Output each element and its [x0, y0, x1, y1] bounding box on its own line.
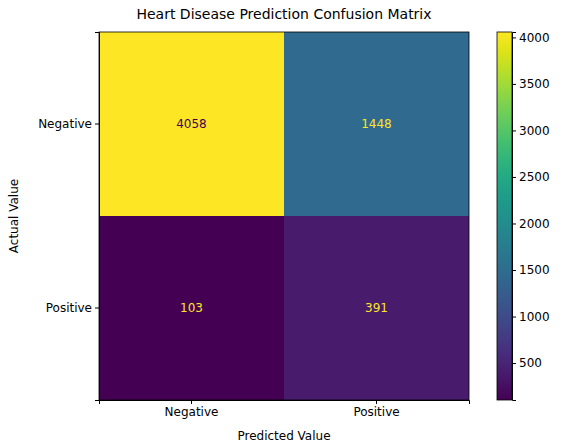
colorbar-tick: 3000	[512, 124, 550, 138]
axis-line	[95, 33, 100, 401]
axis-line	[513, 33, 517, 401]
chart: 4058 1448 103 391 Negative Positive Negative Po…	[0, 0, 562, 446]
tick-mark	[512, 317, 516, 318]
colorbar-tick: 2000	[512, 217, 550, 231]
colorbar-tick: 4000	[512, 31, 550, 45]
colorbar-tick: 500	[512, 356, 542, 370]
plot-frame	[99, 32, 469, 400]
tick-mark	[95, 308, 99, 309]
tick-label: Negative	[165, 405, 219, 419]
y-tick: Negative	[38, 117, 99, 131]
axis-line	[100, 401, 470, 405]
cells	[99, 32, 469, 400]
colorbar-tick: 2500	[512, 170, 550, 184]
tick-label: 4000	[519, 31, 550, 45]
tick-mark	[376, 400, 377, 404]
tick-label: 2500	[519, 170, 550, 184]
title: Heart Disease Prediction Confusion Matri…	[136, 6, 431, 22]
tick-label: 1000	[519, 310, 550, 324]
tick-mark	[512, 37, 516, 38]
tick-label: 3000	[519, 124, 550, 138]
cell-label: 391	[365, 301, 388, 315]
colorbar-axis: 500 1000 1500 2000 2500 3000 3500 4000	[512, 31, 550, 401]
x-axis: Negative Positive	[100, 400, 470, 419]
tick-mark	[191, 400, 192, 404]
cell	[284, 32, 469, 216]
tick-mark	[95, 124, 99, 125]
cell	[99, 216, 284, 400]
x-axis-title: Predicted Value	[237, 429, 330, 443]
tick-mark	[512, 270, 516, 271]
x-tick: Negative	[165, 400, 219, 419]
y-tick: Positive	[46, 301, 99, 315]
y-axis: Negative Positive	[38, 33, 99, 401]
tick-label: Negative	[38, 117, 92, 131]
tick-label: Positive	[46, 301, 92, 315]
x-tick: Positive	[353, 400, 399, 419]
tick-label: 3500	[519, 77, 550, 91]
y-axis-title: Actual Value	[7, 179, 21, 253]
tick-mark	[512, 363, 516, 364]
tick-label: Positive	[353, 405, 399, 419]
colorbar-tick: 1000	[512, 310, 550, 324]
tick-label: 500	[519, 356, 542, 370]
cell-label: 4058	[176, 117, 207, 131]
colorbar	[497, 32, 512, 400]
cell	[99, 32, 284, 216]
tick-mark	[512, 130, 516, 131]
cell-label: 103	[180, 301, 203, 315]
colorbar-tick: 3500	[512, 77, 550, 91]
tick-mark	[512, 223, 516, 224]
cell-label: 1448	[361, 117, 392, 131]
cell	[284, 216, 469, 400]
colorbar-tick: 1500	[512, 263, 550, 277]
tick-label: 2000	[519, 217, 550, 231]
cell-labels: 4058 1448 103 391	[176, 117, 392, 315]
tick-mark	[512, 84, 516, 85]
tick-label: 1500	[519, 263, 550, 277]
tick-mark	[512, 177, 516, 178]
